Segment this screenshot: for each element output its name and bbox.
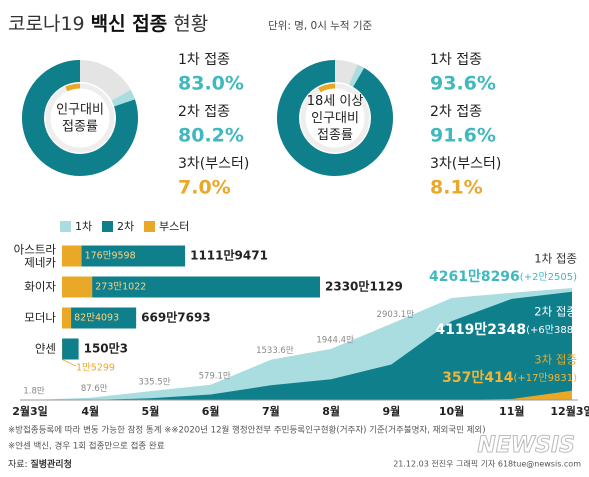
- x-tick-label: 7월: [262, 404, 280, 418]
- bar-booster: [62, 276, 93, 298]
- category-label: 얀센: [35, 342, 56, 356]
- credit: 21.12.03 전진우 그래픽 기자 618tue@newsis.com: [393, 459, 581, 469]
- end-change: (+6만388): [526, 324, 577, 336]
- end-value: 357만414: [442, 370, 514, 386]
- x-tick-label: 5월: [142, 404, 160, 418]
- value-label: 8.1%: [430, 177, 483, 199]
- title-part: 현황: [173, 13, 208, 35]
- logo: NEWSIS: [477, 433, 575, 458]
- legend-label: 1차: [75, 220, 92, 233]
- series-end-value: 4261만8296(+2만2505): [429, 269, 577, 285]
- series-end-name: 1차 접종: [534, 252, 577, 266]
- point-label: 335.5만: [138, 378, 170, 388]
- bar-total: [62, 245, 186, 267]
- bar-value-label: 150만3: [84, 341, 128, 356]
- series-name: 2차 접종: [430, 104, 482, 120]
- point-label: 1944.4만: [316, 335, 354, 345]
- series-name: 2차 접종: [178, 104, 230, 120]
- bar-booster: [62, 245, 82, 267]
- donut-arc: [22, 60, 138, 176]
- value-label: 7.0%: [178, 177, 231, 199]
- source-label: 자료:: [8, 459, 28, 470]
- series-name: 3차(부스터): [178, 156, 249, 172]
- area: [30, 390, 572, 400]
- bar-value-label: 1111만9471: [190, 248, 268, 263]
- value-label: 83.0%: [178, 73, 244, 95]
- series-end-value: 357만414(+17만9831): [442, 370, 577, 386]
- donut-arc: [318, 83, 336, 93]
- value-label: 93.6%: [430, 73, 496, 95]
- center-label: 인구대비 접종률: [56, 102, 104, 134]
- bar-booster: [62, 307, 72, 329]
- x-tick-label: 2월3일: [12, 404, 48, 418]
- bar-total: [62, 307, 137, 329]
- x-tick-label: 10월: [439, 404, 464, 418]
- legend-label: 2차: [117, 220, 134, 233]
- x-tick-label: 11월: [499, 404, 524, 418]
- point-label: 579.1만: [199, 371, 231, 381]
- center-label: 18세 이상 인구대비 접종률: [307, 94, 364, 143]
- category-label: 아스트라 제네카: [14, 242, 57, 269]
- booster-pointer: [61, 359, 77, 367]
- point-label: 1533.6만: [256, 346, 294, 356]
- x-tick-label: 12월3일: [550, 404, 589, 418]
- value-label: 80.2%: [178, 125, 244, 147]
- title-part: 백신 접종: [91, 13, 168, 35]
- source-name: 질병관리청: [30, 458, 71, 470]
- source: 자료: 질병관리청: [8, 458, 72, 470]
- area: [30, 291, 572, 400]
- series-name: 1차 접종: [178, 52, 230, 68]
- point-label: 2903.1만: [377, 310, 415, 320]
- end-value: 4261만8296: [429, 269, 520, 285]
- category-label: 화이자: [24, 280, 56, 294]
- x-tick-label: 4월: [81, 404, 99, 418]
- legend-swatch: [144, 221, 155, 232]
- x-tick-label: 9월: [382, 404, 400, 418]
- x-tick-label: 8월: [322, 404, 340, 418]
- unit: 단위: 명, 0시 누적 기준: [268, 19, 373, 32]
- booster-label: 176만9598: [85, 251, 136, 262]
- end-change: (+2만2505): [520, 271, 577, 283]
- bar-total: [62, 276, 320, 298]
- footnote: ※얀센 백신, 경우 1회 접종만으로 접종 완료: [8, 441, 165, 452]
- value-label: 91.6%: [430, 125, 496, 147]
- donut-arc: [277, 60, 393, 176]
- end-change: (+17만9831): [513, 372, 577, 384]
- series-end-name: 2차 접종: [534, 305, 577, 319]
- x-tick-label: 6월: [202, 404, 220, 418]
- bar-total: [62, 338, 79, 360]
- bar-value-label: 669만7693: [141, 310, 211, 325]
- legend-label: 부스터: [159, 220, 189, 233]
- category-label: 모더나: [24, 311, 56, 325]
- series-end-name: 3차 접종: [534, 353, 577, 367]
- footnote: ※방접종등록에 따라 변동 가능한 잠정 통계 ※※2020년 12월 행정안전…: [8, 425, 486, 436]
- booster-label: 82만4093: [74, 313, 119, 324]
- series-end-value: 4119만2348(+6만388): [435, 322, 577, 338]
- end-value: 4119만2348: [435, 322, 526, 338]
- footer: ※방접종등록에 따라 변동 가능한 잠정 통계 ※※2020년 12월 행정안전…: [8, 425, 581, 470]
- legend-swatch: [60, 221, 71, 232]
- booster-label: 273만1022: [95, 282, 146, 293]
- title: 코로나19 백신 접종 현황: [8, 13, 208, 35]
- booster-label: 1만5299: [76, 363, 115, 374]
- bar-value-label: 2330만1129: [325, 279, 403, 294]
- donut-arc: [65, 83, 81, 92]
- legend-swatch: [102, 221, 113, 232]
- series-name: 1차 접종: [430, 52, 482, 68]
- series-name: 3차(부스터): [430, 156, 501, 172]
- point-label: 1.8만: [23, 386, 45, 396]
- title-part: 코로나19: [8, 13, 85, 35]
- point-label: 87.6만: [81, 384, 108, 394]
